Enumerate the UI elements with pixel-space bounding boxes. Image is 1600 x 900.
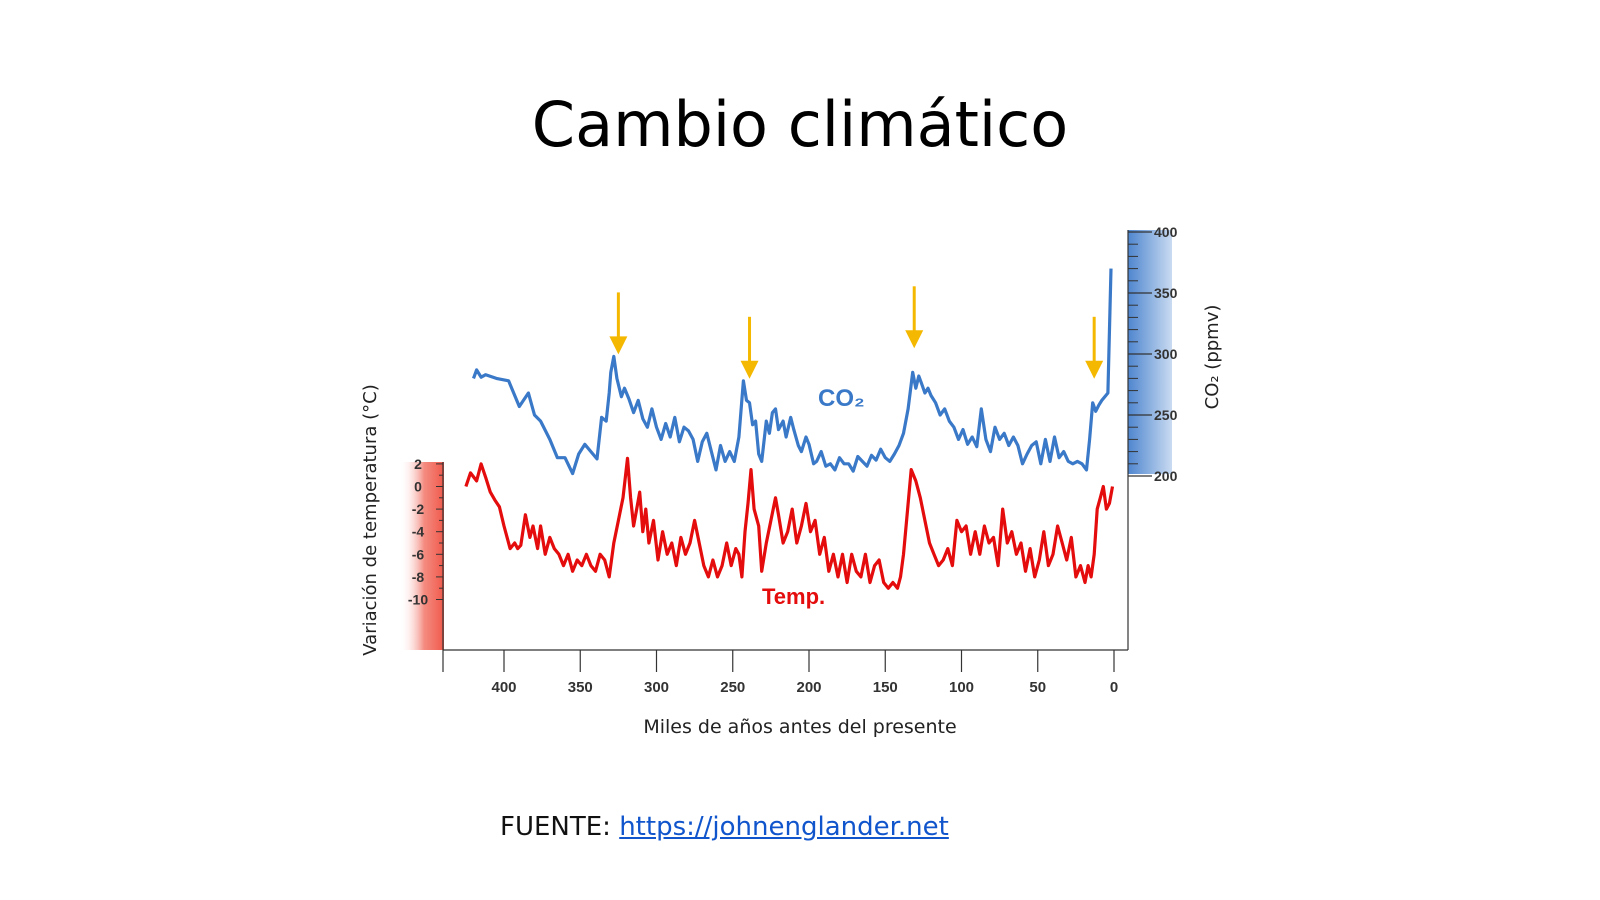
arrow-marker <box>1085 316 1104 379</box>
y-left-tick-label: 2 <box>414 456 422 472</box>
x-tick-label: 350 <box>568 679 593 696</box>
y-left-axis-ticks: 2 0 -2 -4 -6 -8 -10 <box>408 456 443 608</box>
y-right-axis-ticks: 400 350 300 250 200 <box>1128 224 1178 484</box>
source-link[interactable]: https://johnenglander.net <box>619 812 949 842</box>
arrow-marker <box>740 316 759 379</box>
y-left-tick-label: -2 <box>412 501 425 517</box>
x-tick-label: 300 <box>644 679 669 696</box>
y-right-tick-label: 400 <box>1154 224 1178 240</box>
y-right-tick-label: 300 <box>1154 346 1178 362</box>
temp-series-line <box>464 456 1115 590</box>
y-right-tick-label: 200 <box>1154 468 1178 484</box>
x-axis-ticks: 400 350 300 250 200 150 100 50 0 <box>491 650 1118 696</box>
y-left-tick-label: -4 <box>412 524 425 540</box>
arrow-markers <box>609 286 1104 379</box>
co2-series-line <box>471 268 1113 476</box>
y-left-tick-label: 0 <box>414 479 422 495</box>
y-left-tick-label: -8 <box>412 569 425 585</box>
y-left-tick-label: -10 <box>408 592 428 608</box>
x-tick-label: 50 <box>1029 679 1046 696</box>
x-tick-label: 250 <box>720 679 745 696</box>
y-right-tick-label: 250 <box>1154 407 1178 423</box>
source-label: FUENTE: <box>500 812 611 842</box>
x-tick-label: 150 <box>873 679 898 696</box>
y-right-axis-label: CO₂ (ppmv) <box>1202 305 1223 410</box>
temp-axis-bar <box>400 462 444 650</box>
y-right-tick-label: 350 <box>1154 285 1178 301</box>
x-tick-label: 200 <box>796 679 821 696</box>
slide-title: Cambio climático <box>531 88 1069 161</box>
x-tick-label: 0 <box>1110 679 1118 696</box>
x-tick-label: 100 <box>949 679 974 696</box>
x-axis-label: Miles de años antes del presente <box>643 716 956 738</box>
arrow-marker <box>905 286 924 349</box>
co2-axis-bar <box>1128 230 1172 474</box>
temp-series-label: Temp. <box>762 584 825 609</box>
y-left-axis-label: Variación de temperatura (°C) <box>360 384 381 655</box>
x-tick-label: 400 <box>491 679 516 696</box>
source-line: FUENTE: https://johnenglander.net <box>500 812 949 842</box>
arrow-marker <box>609 292 628 355</box>
co2-series-label: CO₂ <box>818 385 865 412</box>
y-left-tick-label: -6 <box>412 546 425 562</box>
